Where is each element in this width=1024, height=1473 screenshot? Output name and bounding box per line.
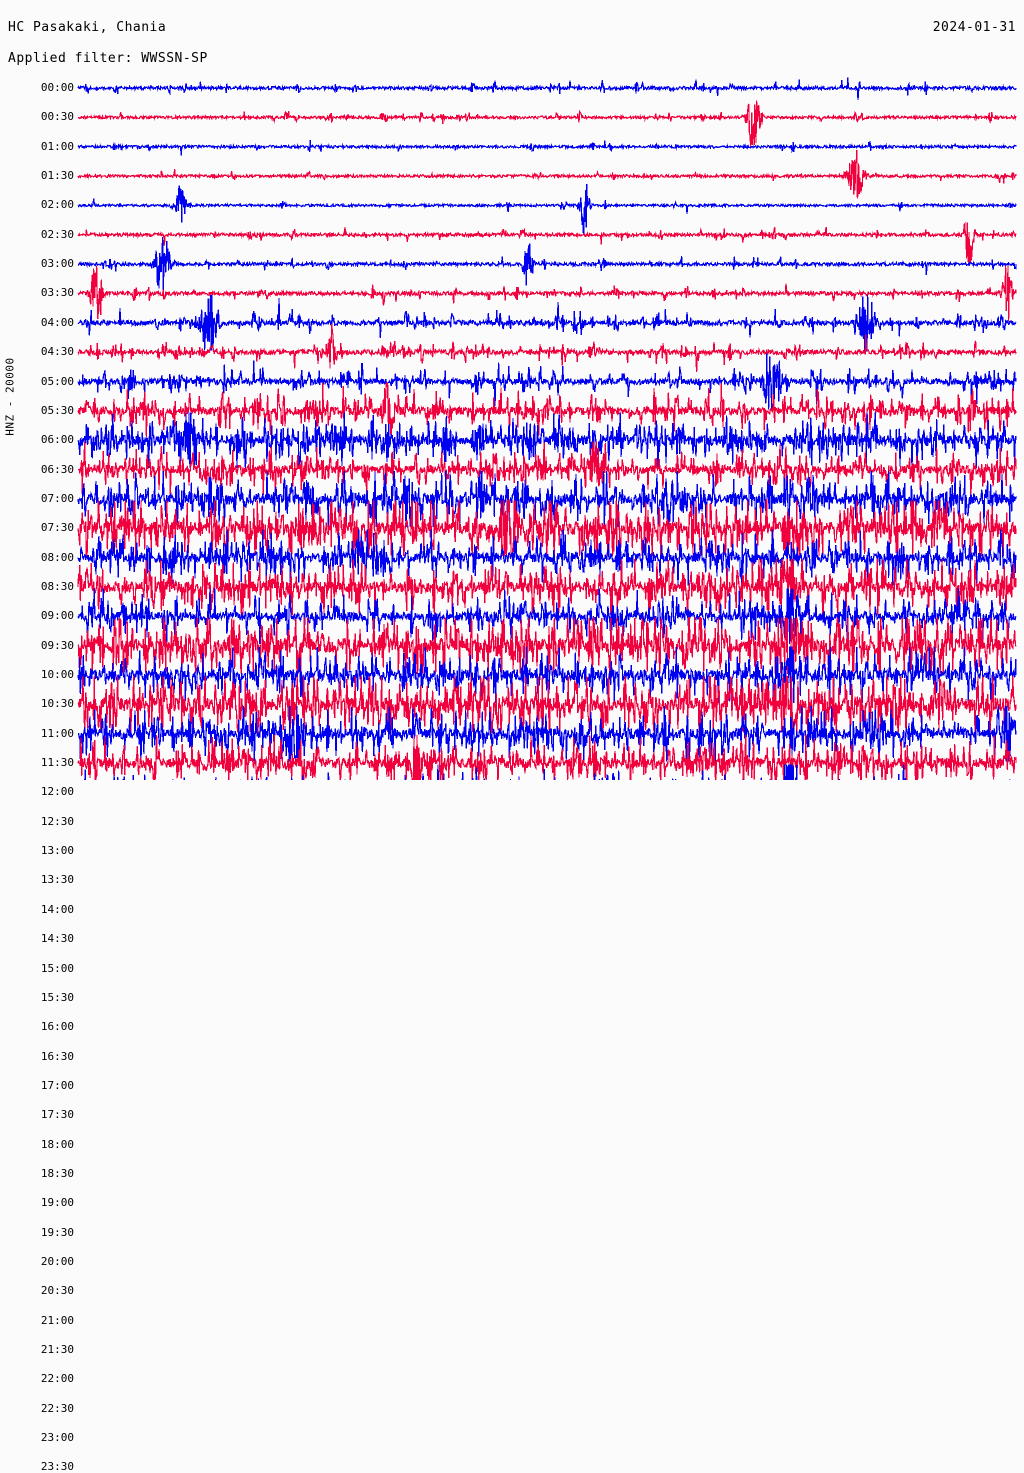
time-tick-08-30: 08:30 bbox=[40, 579, 74, 593]
trace-row-09-30 bbox=[77, 617, 1017, 675]
time-tick-06-00: 06:00 bbox=[40, 433, 74, 447]
trace-row-09-00 bbox=[77, 588, 1017, 645]
trace-row-02-00 bbox=[77, 183, 1017, 235]
time-tick-06-30: 06:30 bbox=[40, 462, 74, 476]
trace-row-04-30 bbox=[77, 324, 1017, 372]
trace-row-00-00 bbox=[77, 77, 1017, 100]
time-tick-13-30: 13:30 bbox=[40, 873, 74, 887]
time-tick-01-00: 01:00 bbox=[40, 139, 74, 153]
time-tick-18-30: 18:30 bbox=[40, 1166, 74, 1180]
trace-row-06-00 bbox=[77, 412, 1017, 469]
time-tick-05-00: 05:00 bbox=[40, 374, 74, 388]
trace-row-11-30 bbox=[77, 735, 1017, 780]
time-tick-18-00: 18:00 bbox=[40, 1137, 74, 1151]
time-tick-23-00: 23:00 bbox=[40, 1431, 74, 1445]
time-tick-19-00: 19:00 bbox=[40, 1196, 74, 1210]
time-tick-20-30: 20:30 bbox=[40, 1284, 74, 1298]
time-tick-21-30: 21:30 bbox=[40, 1343, 74, 1357]
time-tick-16-00: 16:00 bbox=[40, 1020, 74, 1034]
time-tick-00-30: 00:30 bbox=[40, 110, 74, 124]
time-tick-19-30: 19:30 bbox=[40, 1225, 74, 1239]
time-tick-21-00: 21:00 bbox=[40, 1313, 74, 1327]
trace-row-11-00 bbox=[77, 705, 1017, 762]
applied-filter-label: Applied filter: WWSSN-SP bbox=[8, 51, 208, 66]
trace-row-00-30 bbox=[77, 100, 1017, 148]
time-tick-22-00: 22:00 bbox=[40, 1372, 74, 1386]
time-tick-11-00: 11:00 bbox=[40, 726, 74, 740]
recording-date: 2024-01-31 bbox=[932, 20, 1016, 35]
trace-row-04-00 bbox=[77, 294, 1017, 352]
time-tick-12-30: 12:30 bbox=[40, 814, 74, 828]
time-tick-08-00: 08:00 bbox=[40, 550, 74, 564]
time-tick-04-30: 04:30 bbox=[40, 345, 74, 359]
time-tick-15-30: 15:30 bbox=[40, 990, 74, 1004]
time-tick-12-00: 12:00 bbox=[40, 785, 74, 799]
trace-row-07-00 bbox=[77, 470, 1017, 527]
time-tick-17-30: 17:30 bbox=[40, 1108, 74, 1122]
time-tick-15-00: 15:00 bbox=[40, 961, 74, 975]
trace-row-01-30 bbox=[77, 150, 1017, 199]
time-tick-09-00: 09:00 bbox=[40, 609, 74, 623]
time-tick-03-00: 03:00 bbox=[40, 257, 74, 271]
time-tick-22-30: 22:30 bbox=[40, 1401, 74, 1415]
trace-row-08-00 bbox=[77, 529, 1017, 586]
time-tick-00-00: 00:00 bbox=[40, 81, 74, 94]
time-tick-07-00: 07:00 bbox=[40, 491, 74, 505]
time-tick-14-30: 14:30 bbox=[40, 932, 74, 946]
time-tick-02-30: 02:30 bbox=[40, 227, 74, 241]
trace-row-08-30 bbox=[77, 559, 1017, 616]
trace-row-06-30 bbox=[78, 441, 1017, 498]
trace-row-10-00 bbox=[77, 646, 1017, 704]
trace-row-03-30 bbox=[77, 265, 1017, 322]
time-tick-20-00: 20:00 bbox=[40, 1255, 74, 1268]
time-tick-16-30: 16:30 bbox=[40, 1049, 74, 1063]
trace-row-02-30 bbox=[77, 222, 1017, 264]
trace-row-07-30 bbox=[77, 499, 1017, 557]
trace-row-10-30 bbox=[77, 675, 1017, 733]
time-tick-23-30: 23:30 bbox=[40, 1460, 74, 1473]
trace-row-03-00 bbox=[77, 237, 1017, 292]
time-tick-03-30: 03:30 bbox=[40, 286, 74, 300]
time-tick-10-30: 10:30 bbox=[40, 697, 74, 711]
time-tick-05-30: 05:30 bbox=[40, 403, 74, 417]
time-tick-11-30: 11:30 bbox=[40, 756, 74, 770]
time-tick-13-00: 13:00 bbox=[40, 844, 74, 858]
station-title: HC Pasakaki, Chania bbox=[8, 20, 167, 35]
trace-row-01-00 bbox=[77, 139, 1017, 156]
time-tick-10-00: 10:00 bbox=[40, 668, 74, 681]
waveform-traces bbox=[77, 77, 1017, 780]
time-tick-17-00: 17:00 bbox=[40, 1078, 74, 1092]
trace-row-05-00 bbox=[77, 353, 1017, 411]
helicorder-plot: 00:00 00:30 01:00 01:30 02:00 02:30 03:00 03:30… bbox=[40, 77, 1017, 1472]
time-tick-09-30: 09:30 bbox=[40, 638, 74, 652]
time-tick-04-00: 04:00 bbox=[40, 315, 74, 329]
time-tick-07-30: 07:30 bbox=[40, 521, 74, 535]
time-tick-02-00: 02:00 bbox=[40, 198, 74, 212]
time-tick-01-30: 01:30 bbox=[40, 169, 74, 183]
time-tick-14-00: 14:00 bbox=[40, 902, 74, 916]
trace-row-05-30 bbox=[77, 382, 1017, 439]
